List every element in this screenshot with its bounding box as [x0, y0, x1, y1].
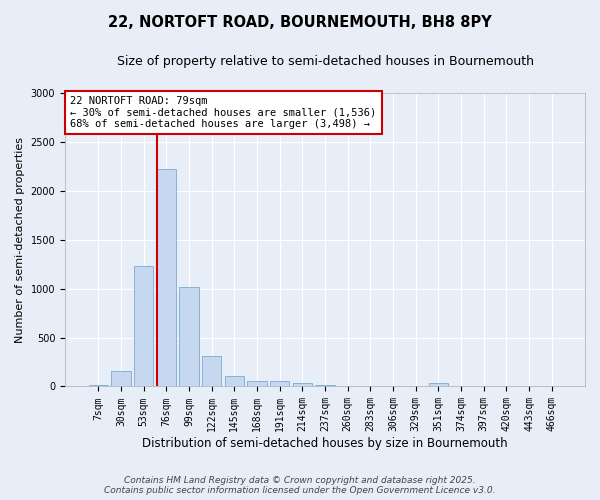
Bar	[89, 384, 108, 386]
Bar	[202, 356, 221, 386]
Text: Contains HM Land Registry data © Crown copyright and database right 2025.
Contai: Contains HM Land Registry data © Crown c…	[104, 476, 496, 495]
Y-axis label: Number of semi-detached properties: Number of semi-detached properties	[15, 136, 25, 342]
Bar	[224, 376, 244, 386]
Text: 22, NORTOFT ROAD, BOURNEMOUTH, BH8 8PY: 22, NORTOFT ROAD, BOURNEMOUTH, BH8 8PY	[108, 15, 492, 30]
Title: Size of property relative to semi-detached houses in Bournemouth: Size of property relative to semi-detach…	[116, 55, 533, 68]
Bar	[316, 385, 335, 386]
Bar	[157, 169, 176, 386]
Bar	[429, 383, 448, 386]
Bar	[112, 372, 131, 386]
X-axis label: Distribution of semi-detached houses by size in Bournemouth: Distribution of semi-detached houses by …	[142, 437, 508, 450]
Bar	[134, 266, 153, 386]
Bar	[270, 381, 289, 386]
Bar	[293, 382, 312, 386]
Bar	[179, 286, 199, 386]
Bar	[247, 380, 266, 386]
Text: 22 NORTOFT ROAD: 79sqm
← 30% of semi-detached houses are smaller (1,536)
68% of : 22 NORTOFT ROAD: 79sqm ← 30% of semi-det…	[70, 96, 376, 129]
